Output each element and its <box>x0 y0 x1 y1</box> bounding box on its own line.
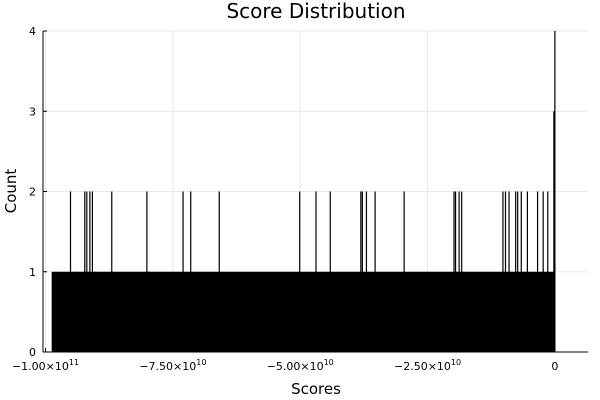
y-tick-label: 4 <box>29 25 36 38</box>
x-tick-label: −2.50×1010 <box>394 358 461 373</box>
histogram-bar-block <box>51 271 555 352</box>
ticks-layer: −1.00×1011 −7.50×1010 −5.00×1010 −2.50×1010… <box>12 25 558 373</box>
y-tick-label: 0 <box>29 346 36 359</box>
y-tick-label: 1 <box>29 266 36 279</box>
y-axis-label: Count <box>2 169 20 214</box>
chart-title: Score Distribution <box>226 0 405 23</box>
x-tick-label: 0 <box>551 360 558 373</box>
bars-layer <box>51 31 556 352</box>
y-tick-label: 3 <box>29 105 36 118</box>
x-tick-label: −5.00×1010 <box>267 358 334 373</box>
x-tick-label: −7.50×1010 <box>139 358 206 373</box>
x-tick-label: −1.00×1011 <box>12 358 79 373</box>
y-tick-label: 2 <box>29 186 36 199</box>
x-axis-label: Scores <box>291 380 341 398</box>
